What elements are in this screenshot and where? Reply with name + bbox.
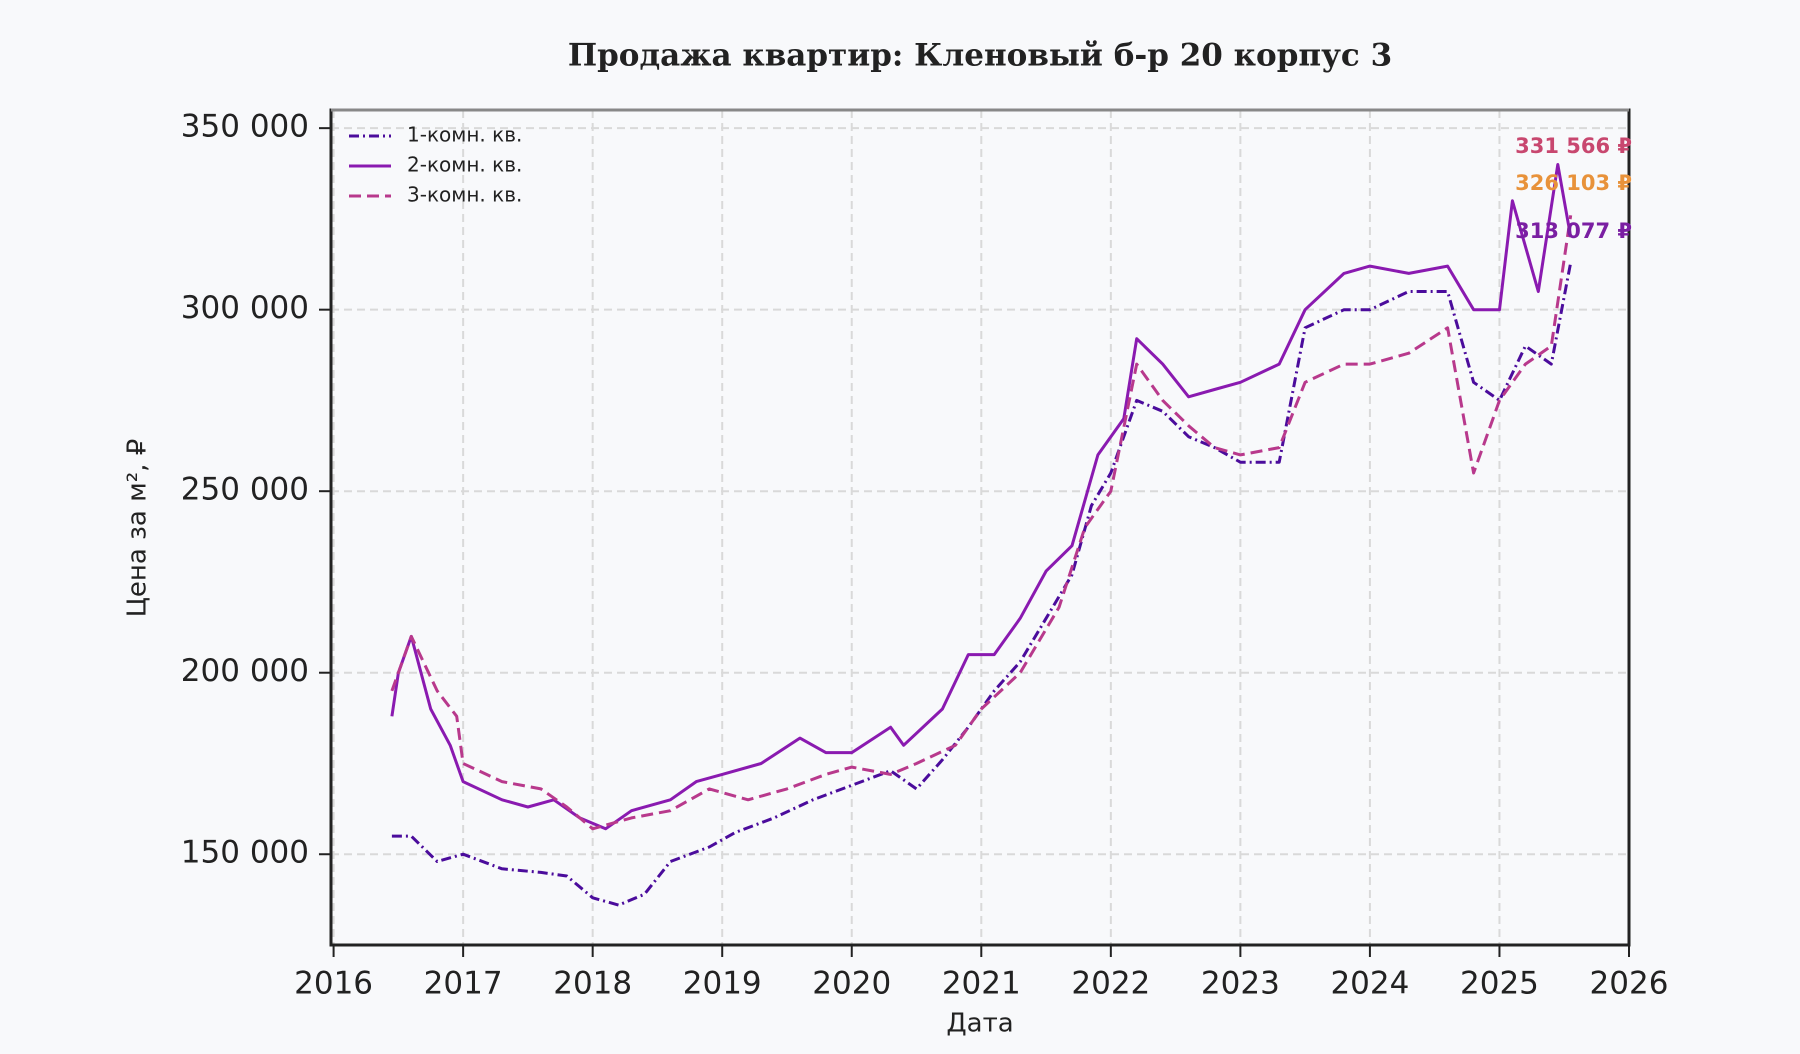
series-line bbox=[390, 163, 1573, 831]
x-axis-label: Дата bbox=[946, 1009, 1013, 1039]
x-tick-label: 2025 bbox=[1460, 966, 1539, 1002]
x-tick-label: 2026 bbox=[1590, 966, 1669, 1002]
plot-frame bbox=[329, 108, 1631, 947]
y-tick-label: 150 000 bbox=[181, 835, 309, 871]
end-annotation: 313 077 ₽ bbox=[1515, 219, 1632, 243]
x-tick-label: 2023 bbox=[1201, 966, 1280, 1002]
legend-label: 3-комн. кв. bbox=[407, 183, 522, 207]
y-axis-label: Цена за м², ₽ bbox=[123, 439, 153, 618]
series-line bbox=[390, 215, 1573, 831]
x-tick-label: 2019 bbox=[683, 966, 762, 1002]
y-tick-label: 250 000 bbox=[181, 472, 309, 508]
x-tick-label: 2021 bbox=[942, 966, 1021, 1002]
y-tick-label: 350 000 bbox=[181, 109, 309, 145]
y-tick-label: 300 000 bbox=[181, 290, 309, 326]
x-tick-label: 2016 bbox=[294, 966, 373, 1002]
x-tick-label: 2020 bbox=[812, 966, 891, 1002]
end-annotation: 326 103 ₽ bbox=[1515, 171, 1632, 195]
x-tick-label: 2022 bbox=[1071, 966, 1150, 1002]
chart-title: Продажа квартир: Кленовый б-р 20 корпус … bbox=[568, 38, 1392, 74]
end-annotation: 331 566 ₽ bbox=[1515, 134, 1632, 158]
y-tick-label: 200 000 bbox=[181, 653, 309, 689]
legend-label: 2-комн. кв. bbox=[407, 153, 522, 177]
x-tick-label: 2024 bbox=[1330, 966, 1409, 1002]
series-line bbox=[391, 262, 1573, 907]
x-tick-label: 2017 bbox=[424, 966, 503, 1002]
legend-label: 1-комн. кв. bbox=[407, 123, 522, 147]
x-tick-label: 2018 bbox=[553, 966, 632, 1002]
